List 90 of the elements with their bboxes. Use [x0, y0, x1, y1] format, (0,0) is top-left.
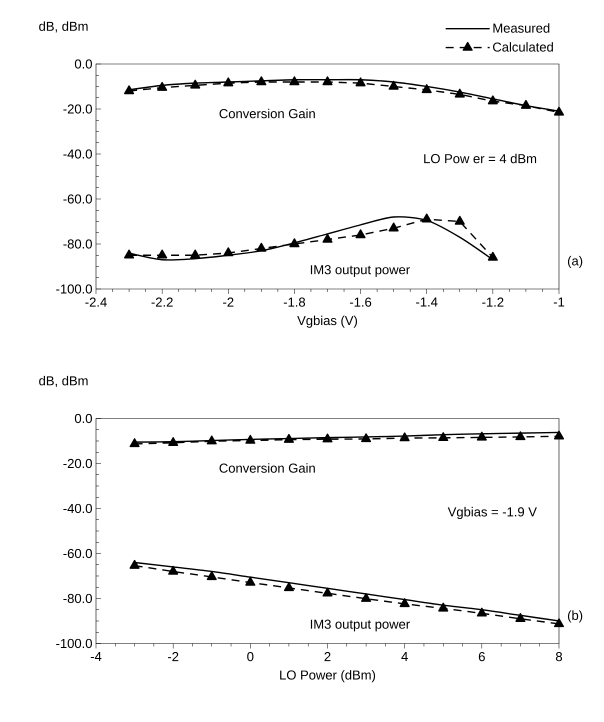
text: (b) — [568, 610, 582, 623]
x-tick-label: -1 — [554, 298, 564, 306]
x-tick-label: -1.6 — [350, 298, 372, 307]
x-tick-label: -1.4 — [416, 298, 438, 306]
point — [400, 432, 410, 442]
point — [476, 432, 487, 441]
point — [356, 77, 366, 86]
y-axis-title: dB, dBm — [39, 21, 88, 32]
annotation: Conversion Gain — [220, 463, 315, 473]
point — [454, 216, 465, 225]
point — [554, 430, 564, 440]
y-tick-label: -40.0 — [63, 149, 92, 159]
point — [190, 80, 200, 89]
point — [245, 434, 256, 444]
point — [454, 88, 465, 98]
annotation: IM3 output power — [310, 265, 410, 277]
y-tick-label: -20.0 — [63, 458, 92, 468]
y-tick-label: -80.0 — [63, 594, 92, 604]
y-tick-label: 0.0 — [74, 59, 92, 69]
point — [322, 433, 333, 442]
y-tick-label: -100.0 — [56, 638, 92, 648]
x-tick-label: -2 — [168, 652, 178, 662]
x-axis-title: Vgbias (V) — [297, 316, 358, 328]
point — [284, 582, 294, 592]
point — [168, 437, 178, 446]
y-tick-label: -20.0 — [63, 104, 92, 114]
annotation: Vgbias = -1.9 V — [448, 506, 537, 520]
point — [422, 214, 432, 222]
legend-label: Calculated — [493, 42, 553, 52]
annotation: Conversion Gain — [220, 108, 315, 118]
annotation: IM3 output power — [310, 620, 410, 632]
point — [223, 247, 234, 256]
point — [206, 571, 217, 580]
point — [168, 566, 178, 575]
y-tick-label: -80.0 — [63, 239, 92, 249]
x-tick-label: -4 — [90, 652, 102, 661]
point — [515, 613, 526, 622]
x-tick-label: -2 — [223, 298, 234, 307]
point — [488, 252, 498, 261]
point — [438, 602, 448, 612]
point — [388, 80, 399, 90]
point — [400, 598, 410, 608]
y-tick-label: -60.0 — [63, 548, 92, 558]
x-tick-label: 2 — [324, 652, 330, 662]
x-tick-label: 0 — [247, 652, 254, 662]
x-axis-title: LO Power (dBm) — [280, 670, 376, 682]
x-tick-label: -2.2 — [152, 298, 173, 307]
point — [356, 229, 366, 238]
point — [289, 76, 300, 86]
annotation: LO Pow er = 4 dBm — [424, 154, 536, 164]
y-tick-label: -40.0 — [63, 504, 92, 514]
point — [322, 76, 333, 86]
point — [206, 436, 217, 444]
point — [130, 560, 140, 569]
point — [515, 431, 526, 440]
legend-label: Measured — [493, 23, 550, 33]
point — [361, 593, 372, 602]
x-tick-label: 8 — [556, 652, 562, 662]
point — [190, 250, 200, 258]
point — [124, 250, 134, 258]
point — [322, 234, 333, 243]
x-tick-label: -1.8 — [284, 298, 306, 307]
point — [322, 588, 333, 597]
point — [124, 85, 134, 94]
text: (a) — [568, 256, 582, 268]
point — [488, 95, 498, 104]
point — [438, 432, 448, 442]
point — [476, 608, 487, 617]
y-axis-title: dB, dBm — [39, 376, 88, 387]
x-tick-label: -1.2 — [482, 298, 504, 307]
point — [388, 222, 399, 232]
point — [284, 434, 294, 443]
point — [157, 250, 168, 258]
point — [130, 438, 140, 448]
point — [256, 76, 266, 86]
point — [422, 84, 432, 94]
y-tick-label: -100.0 — [56, 284, 92, 294]
y-tick-label: -60.0 — [63, 194, 92, 204]
x-tick-label: 4 — [401, 652, 408, 661]
point — [223, 77, 234, 86]
point — [361, 433, 372, 442]
point — [256, 242, 266, 252]
x-tick-label: -2.4 — [85, 298, 107, 307]
point — [289, 238, 300, 248]
point — [554, 618, 564, 628]
y-tick-label: 0.0 — [74, 414, 92, 424]
point — [157, 82, 168, 91]
point — [554, 106, 564, 116]
point — [245, 576, 256, 586]
x-tick-label: 6 — [478, 652, 485, 662]
